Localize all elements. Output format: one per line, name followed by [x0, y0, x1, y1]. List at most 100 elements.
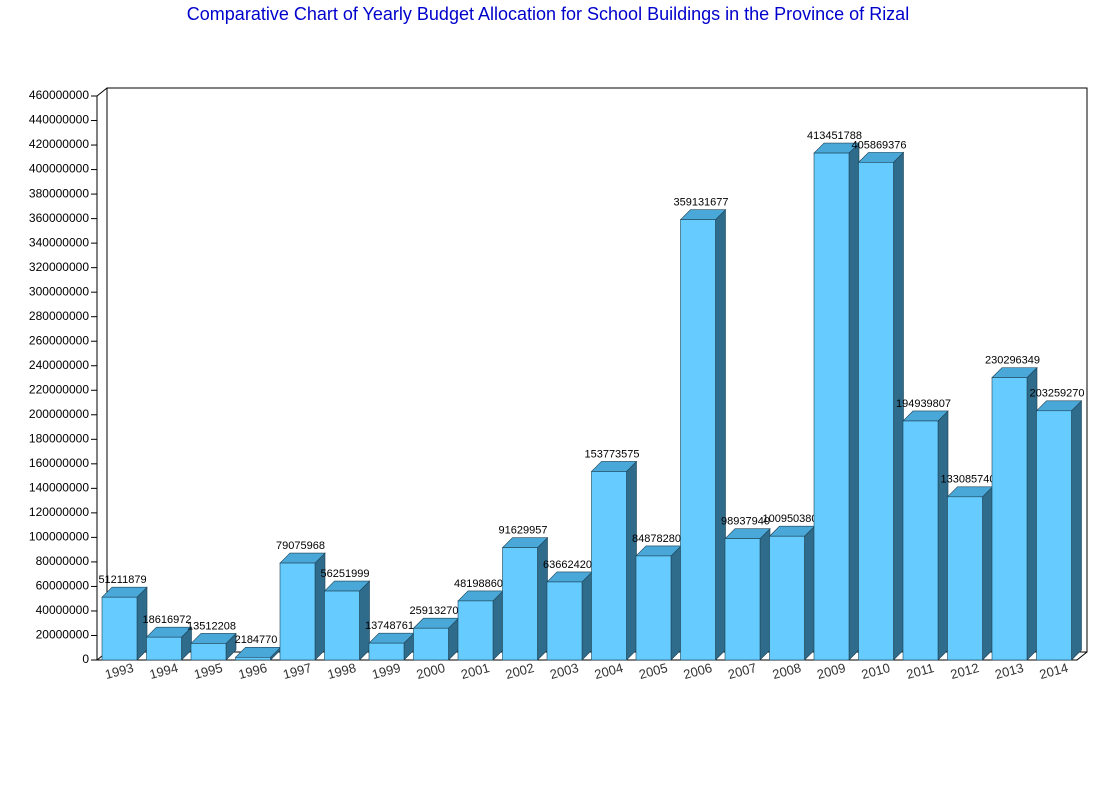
bar: [101, 596, 138, 661]
x-tick-label: 2010: [860, 660, 892, 682]
data-label: 91629957: [499, 525, 548, 537]
data-label: 153773575: [584, 448, 639, 460]
bar-side: [1071, 400, 1082, 661]
data-label: 203259270: [1029, 388, 1084, 400]
bar-side: [670, 545, 682, 661]
x-tick-label: 1996: [237, 660, 269, 682]
bar: [902, 420, 939, 661]
data-label: 13748761: [365, 620, 414, 632]
x-tick-label: 1994: [148, 660, 180, 682]
x-tick-label: 2007: [726, 660, 758, 682]
y-tick-label: 400000000: [29, 162, 89, 176]
x-tick-label: 2006: [682, 660, 714, 682]
x-tick-label: 1997: [281, 660, 313, 682]
x-tick-label: 2005: [637, 660, 669, 682]
data-label: 51211879: [98, 574, 146, 586]
x-tick-label: 2004: [593, 660, 625, 682]
bar-side: [804, 525, 815, 661]
y-tick-label: 340000000: [29, 235, 89, 249]
data-label: 56251999: [321, 568, 370, 580]
bar-side: [759, 527, 771, 661]
bar: [724, 538, 761, 661]
y-tick-label: 440000000: [29, 113, 89, 127]
bar-side: [982, 486, 993, 661]
y-tick-label: 240000000: [29, 358, 89, 372]
bar-side: [848, 142, 860, 661]
data-label: 230296349: [985, 355, 1040, 367]
x-tick-label: 1995: [192, 660, 224, 682]
bar-side: [1026, 366, 1038, 661]
bar: [546, 581, 583, 661]
bar: [635, 555, 672, 661]
bar: [368, 642, 405, 661]
x-tick-label: 2003: [548, 660, 580, 682]
chart-title: Comparative Chart of Yearly Budget Alloc…: [187, 4, 909, 24]
x-tick-label: 2002: [504, 660, 536, 682]
y-tick-label: 60000000: [36, 579, 90, 593]
x-tick-label: 2000: [415, 660, 447, 682]
bar: [324, 590, 360, 661]
y-tick-label: 20000000: [36, 628, 90, 642]
y-tick-label: 220000000: [29, 382, 89, 396]
bar-side: [715, 208, 726, 661]
data-label: 13512208: [187, 620, 236, 632]
bar: [279, 562, 316, 661]
bar-side: [492, 590, 504, 661]
bar: [947, 496, 983, 661]
x-tick-label: 2009: [815, 660, 847, 682]
y-tick-label: 0: [82, 652, 89, 666]
y-tick-label: 320000000: [29, 260, 89, 274]
data-label: 359131677: [673, 197, 728, 209]
y-tick-label: 280000000: [29, 309, 89, 323]
y-tick-label: 180000000: [29, 431, 89, 445]
bar: [858, 162, 894, 661]
bar: [591, 471, 627, 661]
bar: [146, 636, 182, 661]
data-label: 25913270: [410, 605, 459, 617]
y-tick-label: 80000000: [36, 554, 90, 568]
bar-side: [537, 536, 548, 661]
y-tick-label: 160000000: [29, 456, 89, 470]
bar: [1036, 410, 1072, 661]
data-label: 413451788: [807, 130, 862, 142]
y-tick-label: 200000000: [29, 407, 89, 421]
y-tick-label: 260000000: [29, 333, 89, 347]
y-tick-label: 120000000: [29, 505, 89, 519]
x-tick-label: 2012: [949, 660, 981, 682]
data-label: 133085740: [940, 474, 995, 486]
x-tick-label: 1999: [370, 660, 402, 682]
bar: [235, 657, 271, 661]
data-label: 98937940: [721, 516, 770, 528]
bar: [502, 547, 538, 661]
x-tick-label: 2014: [1038, 660, 1070, 682]
bar: [991, 377, 1028, 661]
x-tick-label: 2011: [905, 660, 936, 682]
bar: [813, 152, 850, 661]
data-label: 194939807: [896, 398, 951, 410]
data-label: 2184770: [235, 634, 278, 646]
y-tick-label: 300000000: [29, 284, 89, 298]
bar: [413, 627, 449, 661]
bar: [680, 219, 716, 661]
bar: [457, 600, 494, 661]
bar: [769, 535, 805, 661]
data-label: 84878280: [632, 533, 681, 545]
data-label: 63662420: [543, 559, 592, 571]
y-tick-label: 40000000: [36, 603, 90, 617]
y-tick-label: 460000000: [29, 88, 89, 102]
y-tick-label: 420000000: [29, 137, 89, 151]
x-tick-label: 2001: [459, 660, 491, 682]
y-tick-label: 360000000: [29, 211, 89, 225]
x-tick-label: 1993: [103, 660, 135, 682]
bar-side: [937, 410, 949, 661]
y-tick-label: 380000000: [29, 186, 89, 200]
data-label: 405869376: [851, 139, 906, 151]
bar: [190, 643, 227, 661]
data-label: 100950380: [762, 513, 817, 525]
x-tick-label: 2008: [771, 660, 803, 682]
x-tick-label: 2013: [993, 660, 1025, 682]
data-label: 48198860: [454, 578, 503, 590]
y-tick-label: 140000000: [29, 481, 89, 495]
bar-side: [581, 571, 593, 661]
